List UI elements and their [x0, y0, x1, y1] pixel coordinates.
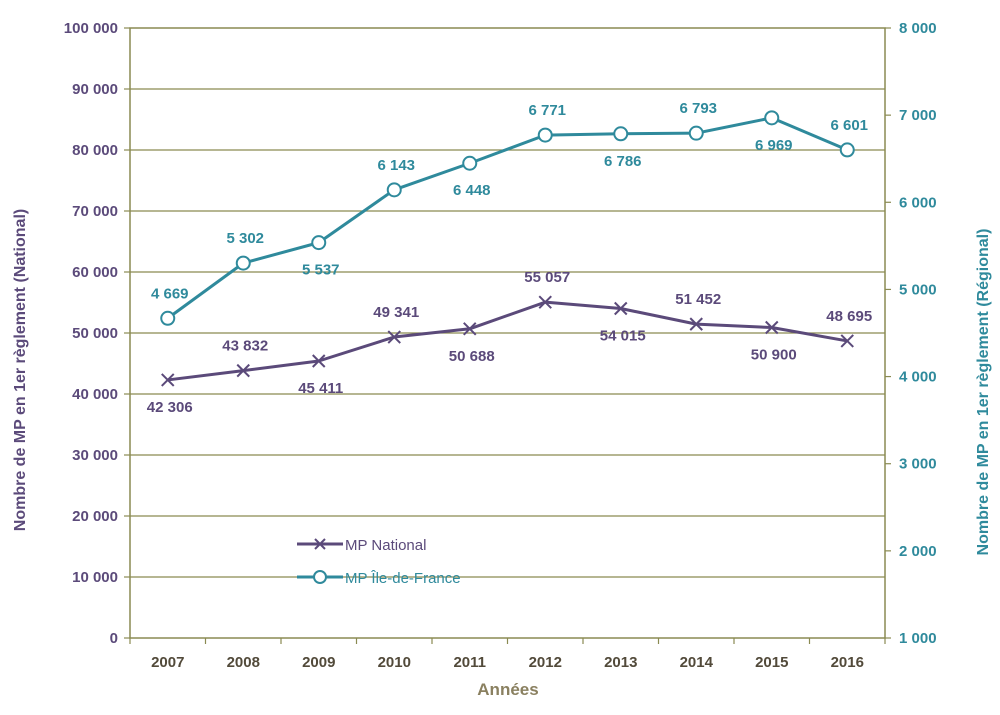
y-left-tick-label: 0 — [110, 630, 118, 647]
idf-data-label: 4 669 — [151, 285, 189, 302]
national-data-label: 50 900 — [751, 347, 797, 364]
idf-point — [537, 127, 553, 143]
x-tick-label: 2009 — [302, 654, 335, 671]
x-axis-title: Années — [477, 680, 538, 699]
national-data-label: 51 452 — [675, 291, 721, 308]
y-left-tick-label: 90 000 — [72, 81, 118, 98]
y-right-tick-label: 1 000 — [899, 630, 937, 647]
national-point — [840, 334, 854, 348]
x-tick-label: 2007 — [151, 654, 184, 671]
idf-point — [311, 235, 327, 251]
national-point — [312, 354, 326, 368]
national-data-label: 43 832 — [222, 338, 268, 355]
national-data-label: 45 411 — [298, 380, 343, 397]
y-left-tick-label: 40 000 — [72, 386, 118, 403]
national-data-label: 42 306 — [147, 399, 193, 416]
national-data-label: 48 695 — [826, 308, 872, 325]
idf-series-line — [166, 116, 848, 320]
idf-point — [613, 126, 629, 142]
legend-label-national: MP National — [345, 537, 426, 554]
idf-data-label: 5 537 — [302, 262, 340, 279]
national-data-label: 49 341 — [373, 304, 419, 321]
idf-data-label: 6 143 — [377, 157, 415, 174]
y-left-tick-label: 30 000 — [72, 447, 118, 464]
series-lines — [160, 110, 855, 387]
national-point — [161, 373, 175, 387]
axes — [124, 27, 891, 644]
national-point — [689, 317, 703, 331]
y-axis-left-title: Nombre de MP en 1er règlement (National) — [12, 209, 29, 531]
idf-point — [160, 310, 176, 326]
y-left-tick-label: 60 000 — [72, 264, 118, 281]
idf-data-label: 6 601 — [830, 117, 868, 134]
legend-label-idf: MP Île-de-France — [345, 570, 461, 587]
x-marker-icon — [314, 538, 326, 550]
circle-marker-icon — [313, 570, 327, 584]
national-data-label: 55 057 — [524, 269, 570, 286]
x-tick-label: 2011 — [453, 654, 486, 671]
legend-item-idf: MP Île-de-France — [297, 570, 461, 587]
y-left-tick-label: 10 000 — [72, 569, 118, 586]
legend: MP National MP Île-de-France — [297, 537, 461, 587]
national-point — [387, 330, 401, 344]
national-point — [765, 320, 779, 335]
x-tick-label: 2012 — [529, 654, 562, 671]
idf-point — [235, 255, 251, 271]
data-labels: 42 306 43 832 45 411 49 341 50 688 55 057 54 0… — [147, 100, 872, 416]
idf-data-label: 6 969 — [755, 137, 793, 154]
y-axis-right-title: Nombre de MP en 1er règlement (Régional) — [975, 229, 992, 556]
idf-point — [688, 125, 704, 141]
y-right-tick-label: 4 000 — [899, 369, 937, 386]
y-right-tick-label: 8 000 — [899, 20, 937, 37]
idf-point — [764, 110, 780, 126]
right-axis-tick-labels: 1 000 2 000 3 000 4 000 5 000 6 000 7 000 8 000 — [899, 20, 937, 647]
x-tick-label: 2013 — [604, 654, 637, 671]
y-left-tick-label: 50 000 — [72, 325, 118, 342]
y-left-tick-label: 20 000 — [72, 508, 118, 525]
y-left-tick-label: 80 000 — [72, 142, 118, 159]
idf-data-label: 6 448 — [453, 182, 491, 199]
y-left-tick-label: 100 000 — [64, 20, 118, 37]
y-left-tick-label: 70 000 — [72, 203, 118, 220]
national-data-label: 54 015 — [600, 328, 646, 345]
idf-point — [386, 182, 402, 198]
national-point — [463, 322, 477, 336]
idf-point — [462, 155, 478, 171]
x-tick-label: 2008 — [227, 654, 260, 671]
gridlines — [130, 88, 885, 578]
idf-data-label: 6 771 — [528, 102, 566, 119]
national-data-label: 50 688 — [449, 348, 495, 365]
idf-point — [839, 142, 855, 158]
idf-data-label: 5 302 — [226, 230, 264, 247]
y-right-tick-label: 3 000 — [899, 456, 937, 473]
idf-data-label: 6 786 — [604, 153, 642, 170]
national-point — [236, 363, 250, 378]
x-tick-label: 2015 — [755, 654, 788, 671]
national-point — [614, 301, 628, 316]
national-point — [538, 295, 552, 309]
y-right-tick-label: 5 000 — [899, 281, 937, 298]
x-axis-tick-labels: 2007 2008 2009 2010 2011 2012 2013 2014 2015 2016 — [151, 654, 864, 671]
x-tick-label: 2016 — [831, 654, 864, 671]
x-tick-label: 2014 — [680, 654, 714, 671]
left-axis-tick-labels: 0 10 000 20 000 30 000 40 000 50 000 60 000 70 … — [64, 20, 118, 647]
y-right-tick-label: 2 000 — [899, 543, 937, 560]
y-right-tick-label: 7 000 — [899, 107, 937, 124]
y-right-tick-label: 6 000 — [899, 194, 937, 211]
national-series-line — [167, 300, 848, 382]
x-tick-label: 2010 — [378, 654, 411, 671]
idf-data-label: 6 793 — [679, 100, 717, 117]
legend-item-national: MP National — [297, 537, 426, 554]
